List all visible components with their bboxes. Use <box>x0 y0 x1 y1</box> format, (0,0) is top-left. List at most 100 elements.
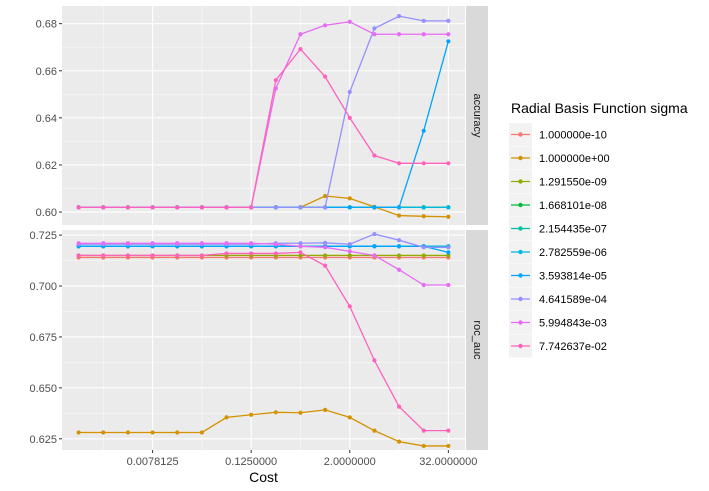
facet-strip <box>466 230 488 450</box>
data-point <box>298 253 303 258</box>
data-point <box>421 161 426 166</box>
legend-item: 7.742637e-02 <box>509 334 607 358</box>
series-line-7.742637e-02 <box>78 48 449 208</box>
y-tick-label: 0.625 <box>29 434 57 446</box>
data-point <box>76 205 81 210</box>
data-point <box>421 128 426 133</box>
legend-label: 7.742637e-02 <box>539 341 607 353</box>
data-point <box>150 205 155 210</box>
data-point <box>372 205 377 210</box>
facet-strip-label: accuracy <box>471 93 483 138</box>
x-tick-label: 0.0078125 <box>127 456 179 468</box>
legend-key-point <box>518 202 523 208</box>
data-point <box>298 205 303 210</box>
data-point <box>125 430 131 435</box>
data-point <box>249 241 254 246</box>
data-point <box>249 251 254 256</box>
data-point <box>372 244 377 249</box>
legend-label: 5.994843e-03 <box>539 318 607 330</box>
y-tick-label: 0.68 <box>36 19 57 31</box>
legend-item: 1.291550e-09 <box>509 170 607 193</box>
data-point <box>347 249 352 254</box>
data-point <box>347 304 352 309</box>
data-point <box>125 241 131 246</box>
data-point <box>101 205 106 210</box>
data-point <box>421 32 426 37</box>
x-tick-label: 0.1250000 <box>225 456 277 468</box>
data-point <box>446 443 451 449</box>
facet-strip <box>466 6 488 225</box>
legend-key-point <box>518 249 523 255</box>
data-point <box>199 205 204 210</box>
data-point <box>323 407 328 412</box>
data-point <box>347 253 352 258</box>
data-point <box>101 253 106 258</box>
legend-key-point <box>518 320 523 325</box>
data-point <box>249 205 254 210</box>
data-point <box>150 241 155 246</box>
data-point <box>224 415 229 420</box>
legend-key-point <box>518 179 523 184</box>
data-point <box>396 267 402 272</box>
data-point <box>273 78 278 83</box>
data-point <box>224 205 229 210</box>
y-tick-label: 0.66 <box>36 66 57 78</box>
legend-item: 2.154435e-07 <box>509 217 607 240</box>
x-tick-label: 2.0000000 <box>324 456 376 468</box>
legend-label: 2.154435e-07 <box>539 224 607 236</box>
data-point <box>446 161 451 166</box>
data-point <box>323 240 328 245</box>
y-tick-label: 0.64 <box>36 113 57 125</box>
data-point <box>396 14 402 19</box>
data-point <box>298 244 303 249</box>
data-point <box>396 404 402 409</box>
legend-item: 3.593814e-05 <box>509 264 607 287</box>
data-point <box>446 253 451 258</box>
data-point <box>125 253 131 258</box>
data-point <box>224 241 229 246</box>
data-point <box>76 430 81 435</box>
data-point <box>175 205 180 210</box>
data-point <box>199 253 204 258</box>
data-point <box>446 214 451 219</box>
data-point <box>323 193 328 199</box>
data-point <box>347 89 352 95</box>
legend-item: 1.000000e-10 <box>509 123 607 146</box>
legend-item: 5.994843e-03 <box>509 311 607 334</box>
x-axis-title: Cost <box>249 469 278 485</box>
data-point <box>125 205 131 210</box>
legend-item: 1.668101e-08 <box>509 193 607 217</box>
data-point <box>372 153 377 158</box>
legend-key-point <box>518 343 523 349</box>
legend-items: 1.000000e-10 1.000000e+00 1.291550e-09 1.66… <box>509 123 610 358</box>
legend-label: 2.782559e-06 <box>539 247 607 259</box>
data-point <box>372 231 377 237</box>
data-point <box>298 32 303 37</box>
data-point <box>298 250 303 255</box>
data-point <box>372 26 377 31</box>
y-tick-label: 0.650 <box>29 383 57 395</box>
legend-item: 1.000000e+00 <box>509 146 610 170</box>
data-point <box>421 428 426 433</box>
data-point <box>421 214 426 219</box>
data-point <box>273 410 278 415</box>
data-point <box>372 253 377 258</box>
legend-label: 1.668101e-08 <box>539 200 607 212</box>
data-point <box>150 430 155 435</box>
data-point <box>396 238 402 243</box>
data-point <box>396 253 402 258</box>
series-line-5.994843e-03 <box>78 242 449 286</box>
data-point <box>273 251 278 256</box>
data-point <box>76 253 81 258</box>
data-point <box>421 18 426 23</box>
plot-panels: 0.600.620.640.660.68accuracy0.6250.6500.… <box>29 6 488 468</box>
legend-item: 4.641589e-04 <box>509 287 607 311</box>
legend-key-point <box>518 155 523 161</box>
data-point <box>323 263 328 268</box>
data-point <box>101 430 106 435</box>
data-point <box>347 115 352 120</box>
legend-item: 2.782559e-06 <box>509 240 607 264</box>
data-point <box>175 241 180 246</box>
data-point <box>446 39 451 44</box>
